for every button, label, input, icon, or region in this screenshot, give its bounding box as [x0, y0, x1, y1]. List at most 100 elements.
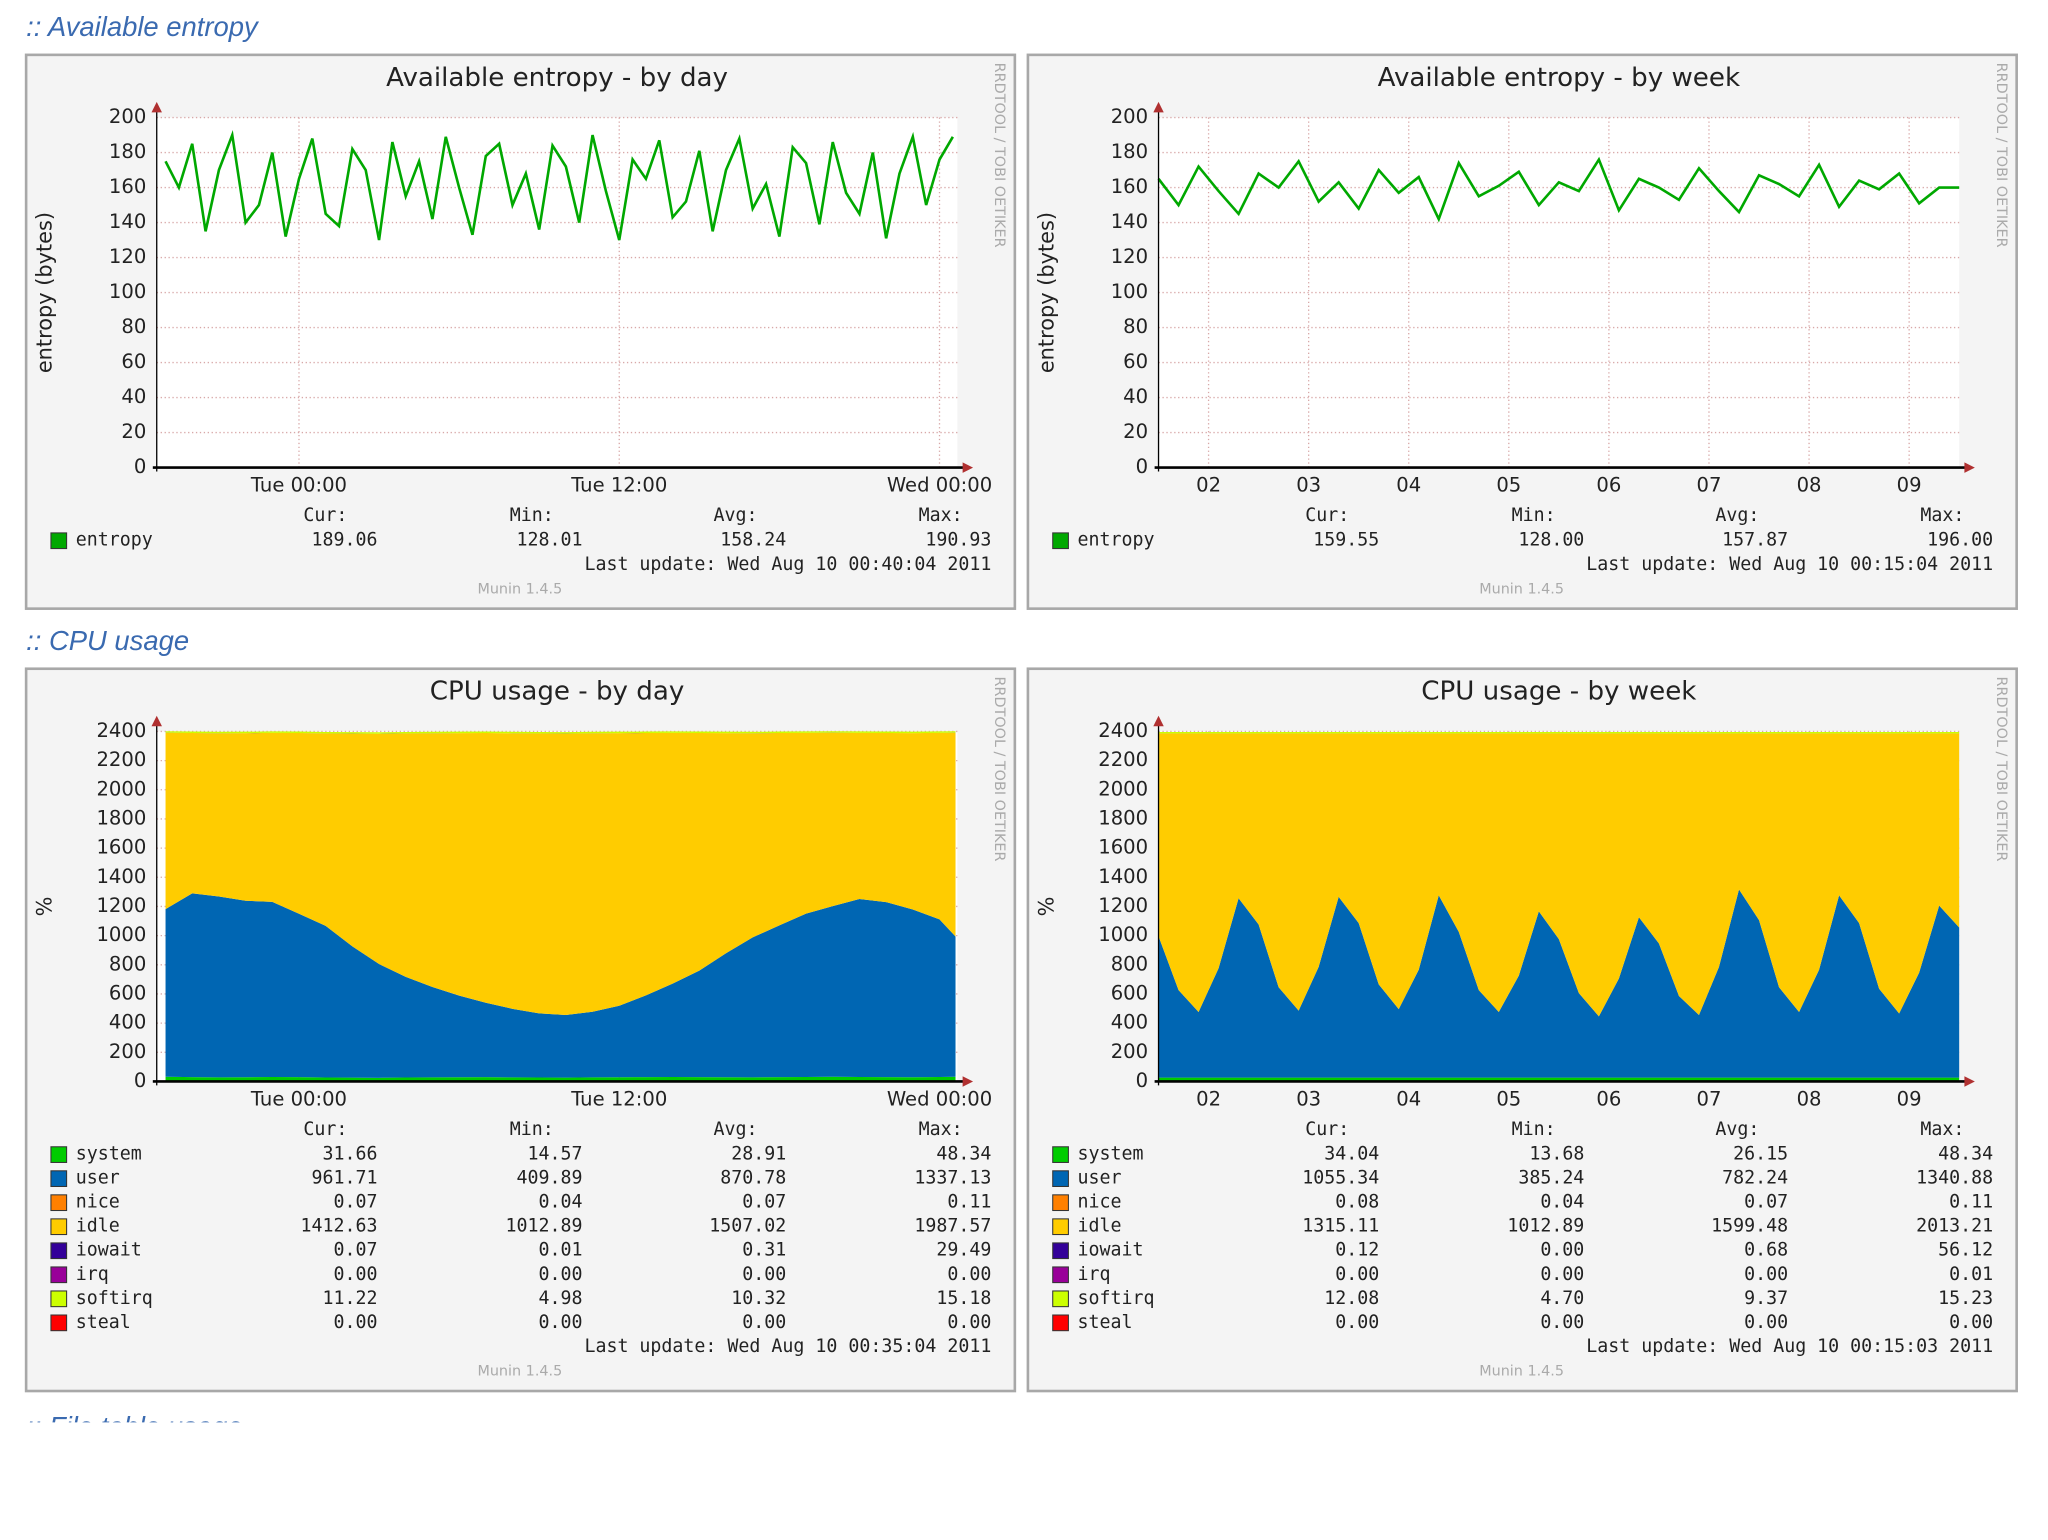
legend-stat: 1987.57: [914, 1216, 991, 1237]
y-axis-label: %: [33, 897, 57, 917]
footer: Munin 1.4.5: [1479, 1364, 1564, 1380]
legend-stat: 0.00: [1335, 1312, 1379, 1333]
y-tick-label: 1600: [96, 836, 146, 859]
section-heading[interactable]: :: CPU usage: [26, 625, 189, 656]
legend-header: Cur:: [1305, 505, 1349, 526]
y-tick-label: 1400: [1098, 865, 1148, 888]
legend-stat: 1599.48: [1711, 1216, 1788, 1237]
legend-stat: 0.07: [742, 1192, 786, 1213]
legend-header: Max:: [1920, 505, 1964, 526]
legend-stat: 0.07: [333, 1192, 377, 1213]
legend-stat: 1340.88: [1916, 1168, 1993, 1189]
y-tick-label: 2200: [96, 748, 146, 771]
legend-swatch: [51, 1171, 67, 1187]
legend-name: iowait: [76, 1240, 142, 1261]
legend-stat: 0.00: [1540, 1240, 1584, 1261]
legend-stat: 190.93: [925, 530, 991, 551]
y-tick-label: 0: [134, 1069, 146, 1092]
legend-header: Avg:: [1715, 505, 1759, 526]
x-tick-label: Tue 12:00: [570, 1087, 667, 1110]
legend-name: user: [1078, 1168, 1122, 1189]
legend-header: Min:: [510, 1119, 554, 1140]
y-tick-label: 0: [134, 455, 146, 478]
y-tick-label: 160: [1111, 175, 1148, 198]
legend-name: entropy: [1078, 530, 1155, 551]
legend-stat: 128.00: [1518, 530, 1584, 551]
y-tick-label: 800: [109, 952, 146, 975]
y-tick-label: 60: [121, 350, 146, 373]
graph-title: Available entropy - by day: [386, 63, 728, 93]
legend-swatch: [51, 1195, 67, 1211]
y-tick-label: 100: [1111, 280, 1148, 303]
y-tick-label: 1800: [1098, 806, 1148, 829]
graph-title: Available entropy - by week: [1378, 63, 1741, 93]
legend-stat: 159.55: [1313, 530, 1379, 551]
y-tick-label: 60: [1123, 350, 1148, 373]
legend-stat: 0.07: [333, 1240, 377, 1261]
y-tick-label: 120: [109, 245, 146, 268]
legend-stat: 4.70: [1540, 1288, 1584, 1309]
watermark: RRDTOOL / TOBI OETIKER: [991, 63, 1007, 248]
legend-stat: 1412.63: [300, 1216, 377, 1237]
legend-stat: 0.00: [539, 1264, 583, 1285]
y-tick-label: 1600: [1098, 836, 1148, 859]
legend-stat: 0.01: [1949, 1264, 1993, 1285]
y-axis-label: entropy (bytes): [33, 212, 57, 373]
legend-stat: 157.87: [1722, 530, 1788, 551]
legend-stat: 26.15: [1733, 1144, 1788, 1165]
legend-swatch: [1053, 1171, 1069, 1187]
legend-name: idle: [1078, 1216, 1122, 1237]
legend-stat: 0.00: [1744, 1312, 1788, 1333]
y-tick-label: 140: [109, 210, 146, 233]
x-tick-label: 04: [1396, 473, 1421, 496]
y-tick-label: 2400: [96, 719, 146, 742]
y-tick-label: 800: [1111, 952, 1148, 975]
y-tick-label: 200: [1111, 105, 1148, 128]
last-update: Last update: Wed Aug 10 00:15:04 2011: [1586, 554, 1993, 575]
y-tick-label: 40: [121, 385, 146, 408]
legend-name: iowait: [1078, 1240, 1144, 1261]
legend-stat: 1315.11: [1302, 1216, 1379, 1237]
legend-stat: 0.11: [1949, 1192, 1993, 1213]
legend-stat: 1055.34: [1302, 1168, 1379, 1189]
x-tick-label: 05: [1496, 473, 1521, 496]
y-tick-label: 1000: [96, 923, 146, 946]
y-tick-label: 1200: [1098, 894, 1148, 917]
y-axis-label: %: [1035, 897, 1059, 917]
legend-stat: 870.78: [720, 1168, 786, 1189]
y-tick-label: 600: [109, 981, 146, 1004]
legend-stat: 0.00: [1540, 1312, 1584, 1333]
y-tick-label: 200: [1111, 1040, 1148, 1063]
legend-stat: 2013.21: [1916, 1216, 1993, 1237]
legend-swatch: [51, 1267, 67, 1283]
x-tick-label: 06: [1596, 473, 1621, 496]
x-tick-label: Wed 00:00: [887, 1087, 992, 1110]
legend-stat: 128.01: [517, 530, 583, 551]
legend-stat: 56.12: [1938, 1240, 1993, 1261]
x-tick-label: 07: [1697, 1087, 1722, 1110]
legend-name: softirq: [76, 1288, 153, 1309]
y-tick-label: 20: [121, 420, 146, 443]
x-tick-label: 09: [1897, 1087, 1922, 1110]
legend-stat: 13.68: [1529, 1144, 1584, 1165]
last-update: Last update: Wed Aug 10 00:35:04 2011: [584, 1336, 991, 1357]
y-tick-label: 400: [1111, 1011, 1148, 1034]
legend-stat: 0.00: [1744, 1264, 1788, 1285]
legend-stat: 189.06: [311, 530, 377, 551]
legend-name: idle: [76, 1216, 120, 1237]
legend-header: Max:: [919, 1119, 963, 1140]
legend-name: nice: [76, 1192, 120, 1213]
legend-stat: 15.18: [936, 1288, 991, 1309]
legend-stat: 782.24: [1722, 1168, 1788, 1189]
legend-stat: 0.31: [742, 1240, 786, 1261]
legend-header: Min:: [1512, 1119, 1556, 1140]
y-tick-label: 1400: [96, 865, 146, 888]
legend-swatch: [51, 1291, 67, 1307]
x-tick-label: 03: [1296, 1087, 1321, 1110]
y-tick-label: 1000: [1098, 923, 1148, 946]
legend-header: Avg:: [1715, 1119, 1759, 1140]
legend-swatch: [1053, 1243, 1069, 1259]
section-heading[interactable]: :: Available entropy: [26, 11, 260, 42]
